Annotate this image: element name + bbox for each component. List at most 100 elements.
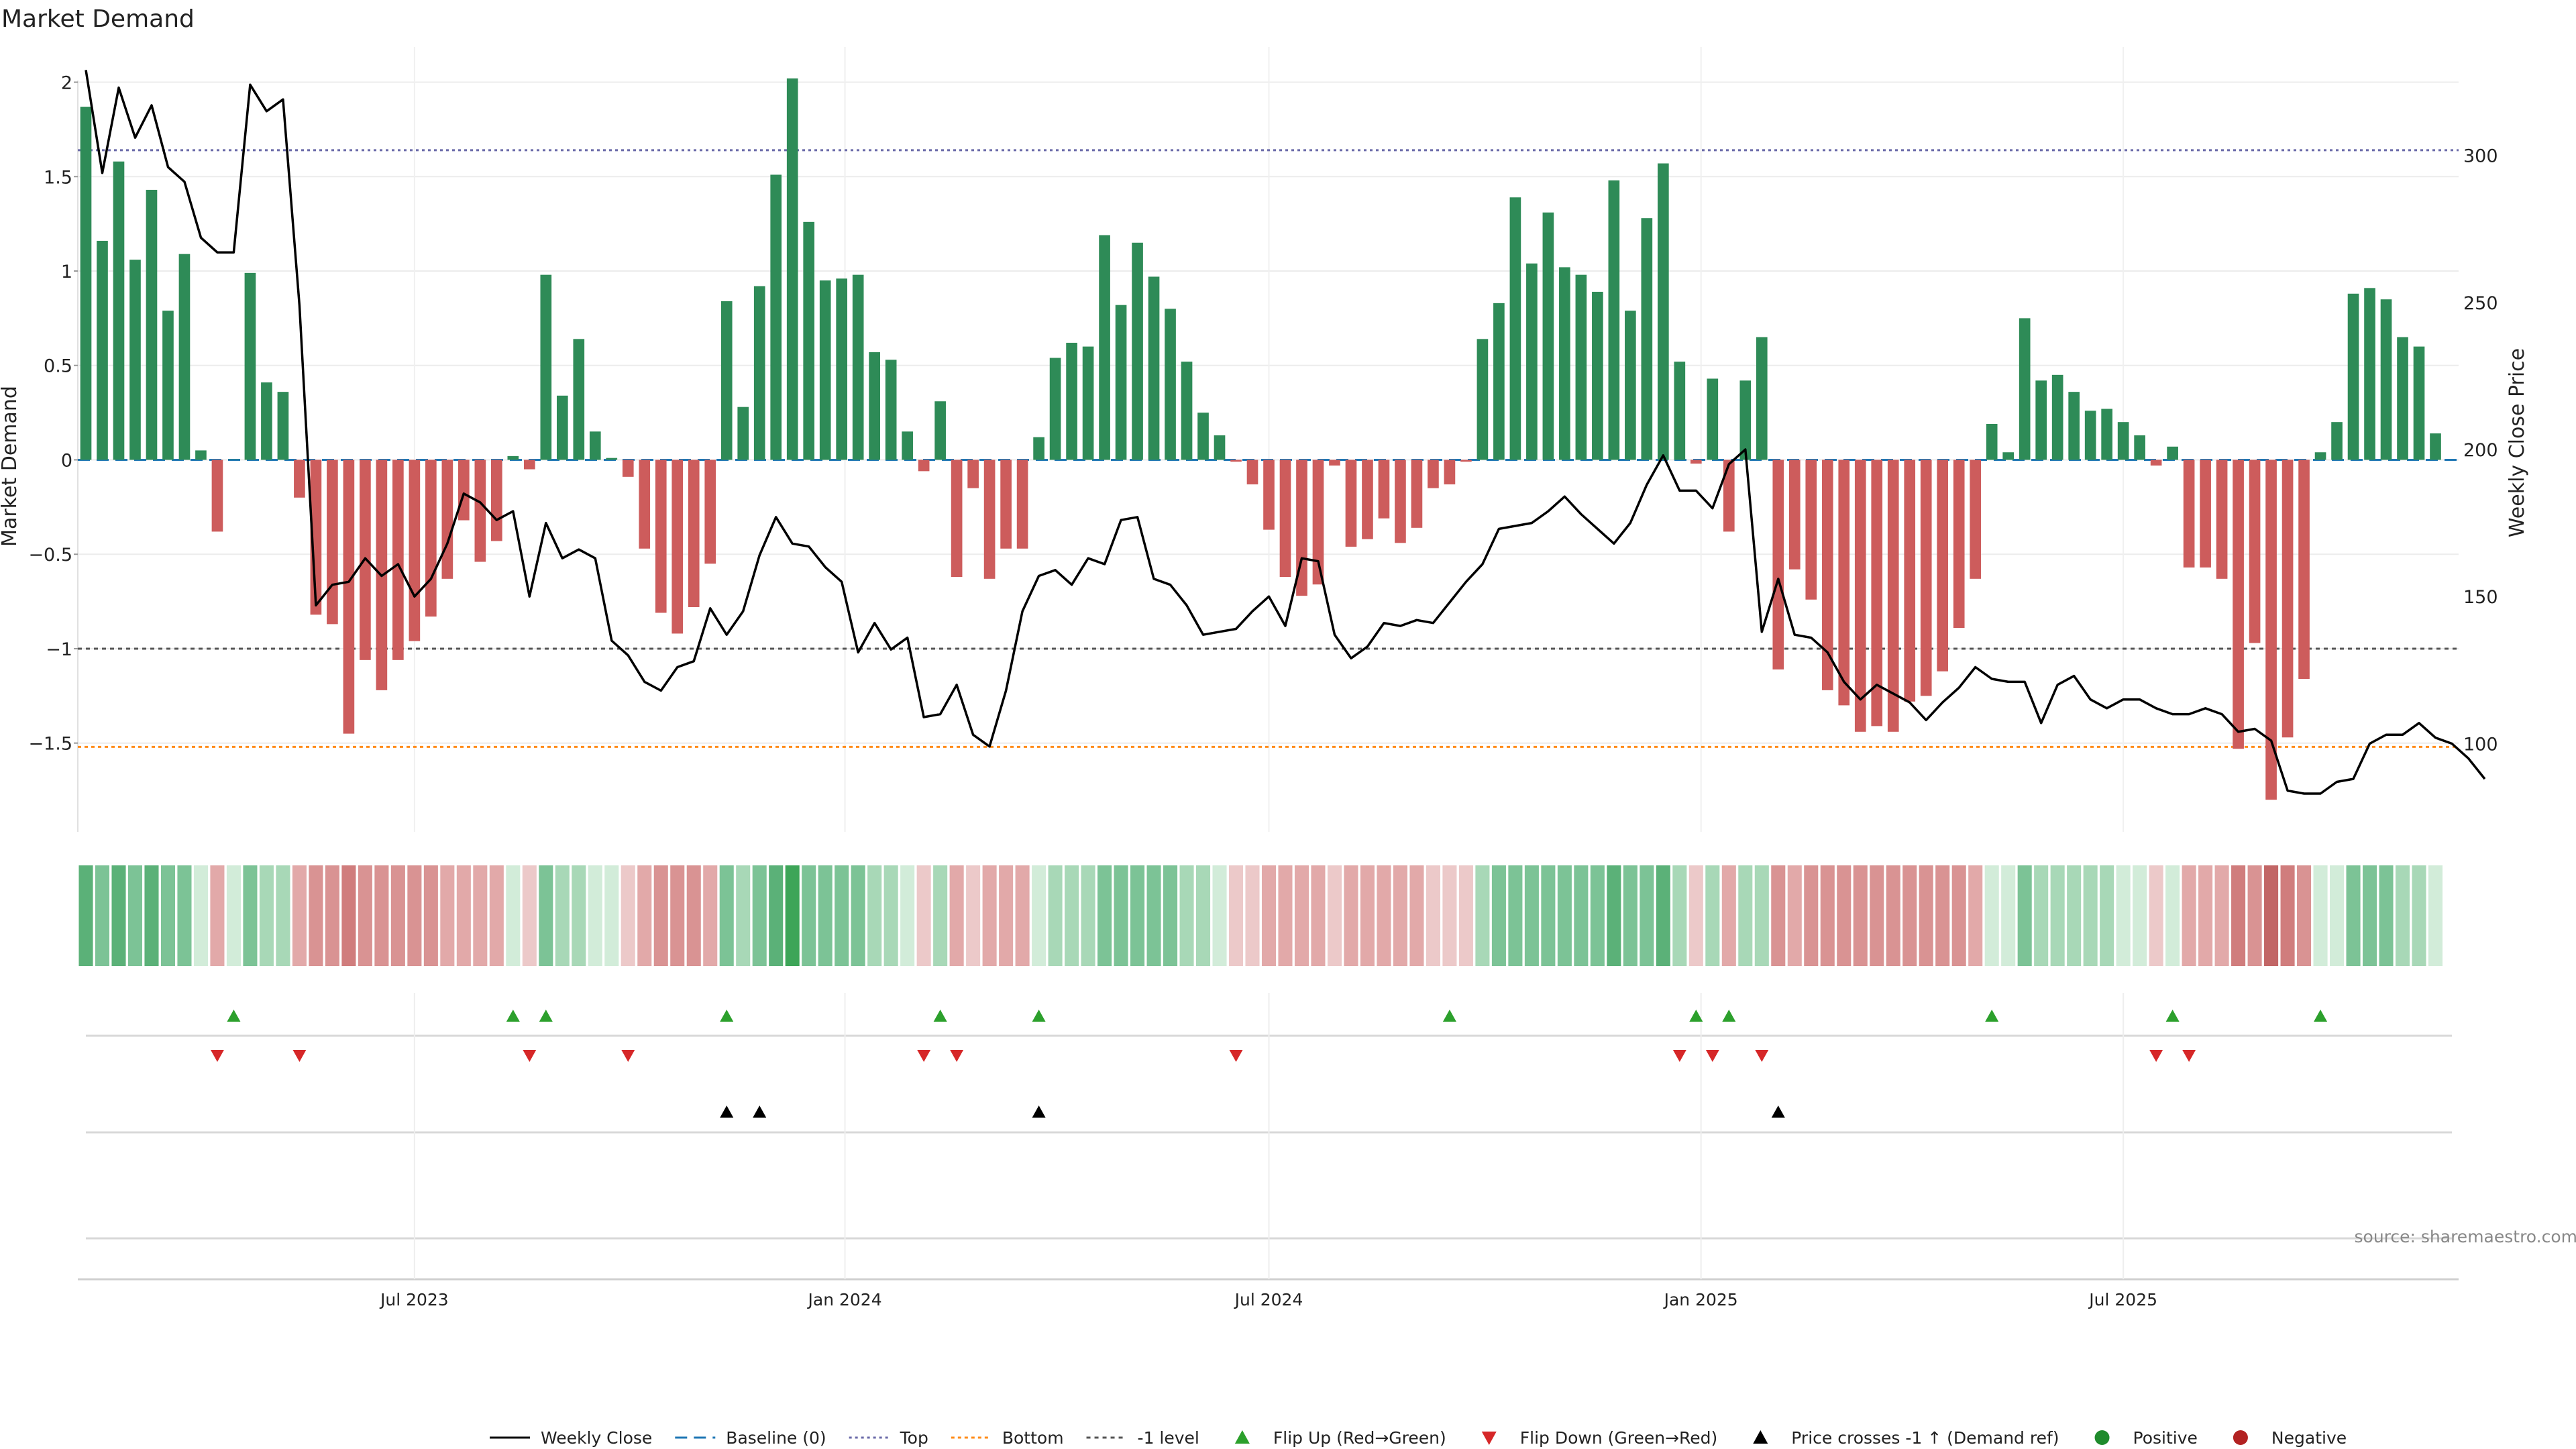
bar-positive [2035,380,2047,460]
heat-cell [1935,865,1950,966]
heat-cell [2330,865,2345,966]
legend-swatch-positive [2094,1430,2110,1445]
heat-cell [2198,865,2213,966]
heat-cell [802,865,816,966]
bar-positive [1509,197,1521,460]
bar-negative [1230,460,1242,462]
bar-negative [1000,460,1012,549]
heat-cell [1032,865,1046,966]
heat-cell [226,865,241,966]
bar-negative [1246,460,1258,485]
heat-cell [949,865,964,966]
bar-negative [1953,460,1965,628]
heat-cell [1968,865,1983,966]
y2-axis-label: Weekly Close Price [2506,348,2529,537]
heat-cell [1623,865,1638,966]
bar-positive [1739,380,1752,460]
heat-cell [1327,865,1342,966]
heat-cell [193,865,208,966]
heat-cell [966,865,981,966]
heat-cell [785,865,800,966]
chart-title: Market Demand [1,5,195,33]
flip-down-marker [1755,1050,1769,1062]
heat-cell [1278,865,1293,966]
bar-positive [2430,433,2441,460]
heat-cell [1114,865,1128,966]
heat-cell [2100,865,2114,966]
bar-negative [2265,460,2277,800]
flip-up-marker [1689,1010,1703,1022]
bar-positive [129,260,141,460]
heat-cell [2050,865,2065,966]
heat-cell [900,865,915,966]
bar-positive [1542,212,1554,460]
flip-down-marker [950,1050,964,1062]
heat-cell [1656,865,1670,966]
heat-cell [1261,865,1277,966]
bar-negative [2200,460,2211,568]
bar-positive [1033,437,1044,460]
price-cross-marker [1771,1106,1785,1118]
bar-negative [2216,460,2228,579]
bar-negative [672,460,684,634]
bar-positive [753,286,765,460]
heat-cell [440,865,455,966]
bar-negative [310,460,322,615]
bar-positive [2117,422,2129,460]
heat-cell [1705,865,1720,966]
bar-positive [720,301,733,460]
bar-negative [622,460,634,477]
heat-cell [2231,865,2246,966]
heat-cell [539,865,553,966]
bar-positive [97,240,108,460]
legend-label: Baseline (0) [726,1428,826,1448]
bar-positive [2019,318,2031,460]
bar-positive [2397,337,2408,460]
heat-cell [1721,865,1736,966]
heat-cell [423,865,438,966]
flip-up-marker [933,1010,947,1022]
heat-cell [572,865,586,966]
x-tick-label: Jul 2024 [1234,1290,1303,1309]
bar-positive [2002,452,2015,460]
flip-down-marker [1229,1050,1243,1062]
heat-cell [1886,865,1900,966]
heat-cell [1475,865,1490,966]
flip-up-marker [720,1010,734,1022]
x-tick-label: Jan 2025 [1663,1290,1738,1309]
heat-cell [1672,865,1687,966]
heat-cell [999,865,1014,966]
heat-cell [1360,865,1375,966]
bar-positive [1756,337,1768,460]
bar-positive [1115,305,1127,460]
bar-positive [770,174,782,460]
heat-cell [473,865,488,966]
legend-label: -1 level [1138,1428,1199,1448]
bar-positive [1214,435,1226,460]
y2-axis-ticks: 100 150 200 250 300 [2463,146,2498,755]
heat-cell [2133,865,2147,966]
event-markers [210,1010,2328,1118]
heat-cell [1015,865,1030,966]
heat-cell [2149,865,2163,966]
heat-cell [2313,865,2328,966]
bar-negative [1821,460,1833,690]
heat-cell [506,865,521,966]
heat-cell [621,865,635,966]
heat-cell [1574,865,1589,966]
heat-cell [309,865,323,966]
bar-positive [2134,435,2145,460]
heat-cell [1787,865,1802,966]
bar-negative [409,460,421,641]
bar-negative [1263,460,1275,530]
bar-negative [1362,460,1373,539]
bar-negative [1460,460,1472,462]
flip-down-marker [2182,1050,2196,1062]
bar-positive [836,278,848,460]
flip-down-marker [917,1050,931,1062]
bar-positive [1099,235,1110,460]
bar-positive [2101,409,2112,460]
bar-negative [211,460,223,532]
bar-positive [1608,180,1620,460]
heat-cell [1491,865,1506,966]
